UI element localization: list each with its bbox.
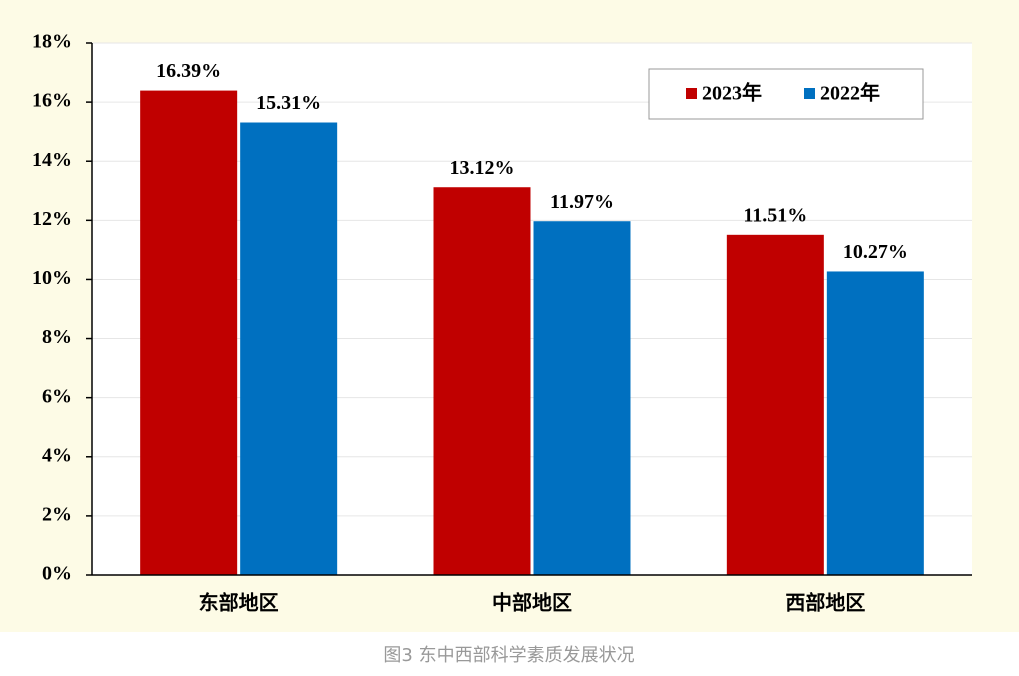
caption: 图3 东中西部科学素质发展状况: [383, 645, 634, 666]
y-tick-label: 2%: [42, 503, 72, 525]
bar: [726, 234, 824, 575]
bar: [240, 122, 338, 575]
bar: [433, 187, 531, 575]
data-label: 13.12%: [450, 157, 515, 179]
y-tick-label: 4%: [42, 444, 72, 466]
y-tick-label: 0%: [42, 563, 72, 585]
y-tick-label: 10%: [32, 267, 72, 289]
bar: [533, 221, 631, 575]
x-tick-label: 东部地区: [199, 591, 279, 615]
legend-swatch: [686, 88, 697, 99]
y-tick-label: 18%: [32, 31, 72, 53]
y-tick-label: 16%: [32, 90, 72, 112]
bar: [826, 271, 924, 575]
plot-area: [92, 43, 972, 575]
legend-label: 2023年: [702, 81, 762, 105]
y-tick-label: 12%: [32, 208, 72, 230]
legend-label: 2022年: [820, 81, 880, 105]
y-tick-label: 6%: [42, 385, 72, 407]
bar: [140, 90, 238, 575]
legend: [648, 68, 924, 120]
x-tick-label: 中部地区: [492, 591, 572, 615]
data-label: 10.27%: [843, 241, 908, 263]
data-label: 16.39%: [156, 60, 221, 82]
data-label: 11.97%: [550, 191, 614, 213]
legend-swatch: [804, 88, 815, 99]
data-label: 15.31%: [256, 92, 321, 114]
y-tick-label: 8%: [42, 326, 72, 348]
data-label: 11.51%: [743, 204, 807, 226]
y-tick-label: 14%: [32, 149, 72, 171]
x-tick-label: 西部地区: [785, 591, 865, 615]
